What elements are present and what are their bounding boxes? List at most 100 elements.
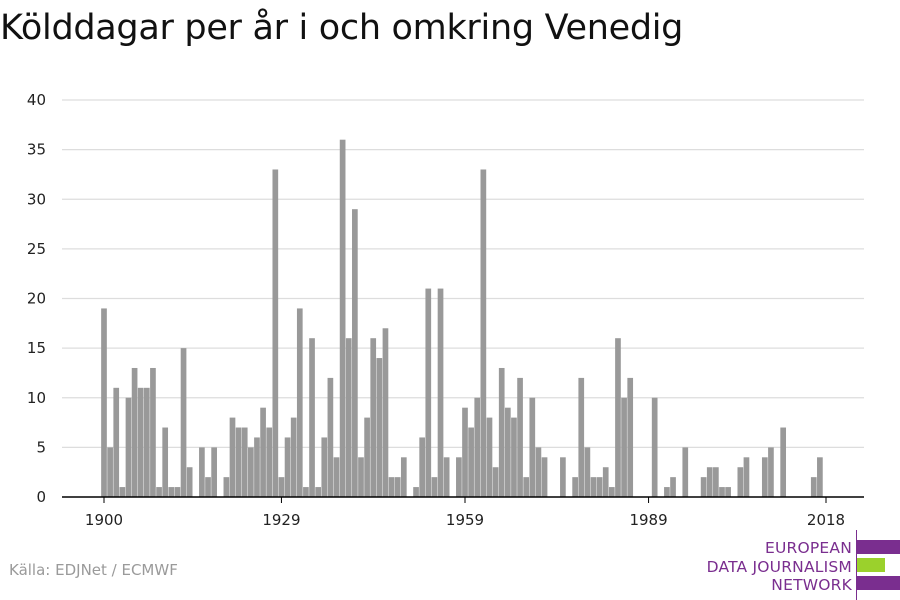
bar-1942 <box>358 457 364 497</box>
bar-1921 <box>229 417 236 497</box>
bar-1980 <box>590 477 597 497</box>
bar-1923 <box>241 427 248 497</box>
bar-1962 <box>480 169 487 498</box>
bar-1968 <box>517 377 523 497</box>
bar-1907 <box>143 387 150 497</box>
bar-1929 <box>278 477 285 497</box>
bar-1945 <box>376 358 383 497</box>
y-tick-label: 20 <box>27 290 46 308</box>
bar-1912 <box>174 487 181 497</box>
y-tick-label: 10 <box>27 389 46 407</box>
logo-line-3: NETWORK <box>771 576 852 594</box>
bar-1914 <box>186 467 193 497</box>
bar-1902 <box>113 387 120 497</box>
bar-series <box>101 139 823 498</box>
bar-1904 <box>125 397 132 497</box>
bar-2017 <box>817 457 823 497</box>
bar-1934 <box>309 338 315 497</box>
source-note: Källa: EDJNet / ECMWF <box>9 561 178 579</box>
chart-title: Kölddagar per år i och omkring Venedig <box>0 8 684 48</box>
bar-1941 <box>352 209 358 497</box>
y-tick-label: 0 <box>36 488 46 506</box>
bar-1917 <box>205 477 211 497</box>
bar-1947 <box>388 477 395 497</box>
bar-1966 <box>504 407 511 497</box>
bar-1906 <box>137 387 144 497</box>
bar-1939 <box>339 139 346 497</box>
bar-1993 <box>670 477 676 497</box>
bar-1953 <box>425 288 432 497</box>
bar-2011 <box>780 427 787 497</box>
logo-bar-middle <box>857 558 885 572</box>
bar-1932 <box>296 308 303 497</box>
x-tick-label: 1900 <box>85 511 123 529</box>
bar-1951 <box>413 487 419 497</box>
bar-1935 <box>315 487 321 497</box>
logo-bar-top <box>857 540 900 554</box>
bar-1955 <box>437 288 444 497</box>
bar-1977 <box>572 477 578 497</box>
grid-lines <box>62 99 864 449</box>
bar-1964 <box>492 467 499 497</box>
bar-1998 <box>700 477 707 497</box>
bar-1943 <box>364 417 370 497</box>
bar-1928 <box>272 169 279 498</box>
bar-1949 <box>400 457 407 497</box>
bar-1982 <box>602 467 609 497</box>
bar-1978 <box>578 377 585 497</box>
x-tick-label: 2018 <box>807 511 845 529</box>
bar-1965 <box>498 367 505 497</box>
y-tick-label: 40 <box>27 91 46 109</box>
bar-1925 <box>254 437 260 497</box>
bar-1926 <box>260 407 266 497</box>
logo-bar-bottom <box>857 576 900 590</box>
bar-1922 <box>235 427 242 497</box>
bar-2000 <box>713 467 719 497</box>
bar-1967 <box>511 417 517 497</box>
bar-2001 <box>719 487 725 497</box>
x-tick-label: 1929 <box>262 511 300 529</box>
bar-1930 <box>284 437 291 497</box>
bar-1979 <box>584 447 591 498</box>
bar-1938 <box>333 457 340 497</box>
bar-1901 <box>107 447 113 498</box>
bar-2009 <box>768 447 774 498</box>
bar-1958 <box>456 457 462 497</box>
bar-1970 <box>529 397 536 497</box>
bar-1940 <box>345 338 352 497</box>
bar-1986 <box>627 377 634 497</box>
bar-1963 <box>486 417 493 497</box>
x-tick-label: 1989 <box>629 511 667 529</box>
bar-1927 <box>266 427 273 497</box>
logo-line-1: EUROPEAN <box>764 539 852 557</box>
bar-1916 <box>199 447 205 498</box>
bar-1975 <box>560 457 566 497</box>
bar-1985 <box>621 397 627 497</box>
bar-1981 <box>596 477 603 497</box>
bar-1910 <box>162 427 169 497</box>
bar-1946 <box>382 328 389 497</box>
bar-2004 <box>737 467 744 497</box>
y-tick-label: 30 <box>27 190 46 208</box>
bar-1913 <box>180 348 187 498</box>
bar-1983 <box>609 487 615 497</box>
bar-1956 <box>443 457 450 497</box>
bar-1931 <box>290 417 297 497</box>
bar-1948 <box>394 477 401 497</box>
bar-1918 <box>211 447 217 498</box>
y-tick-label: 5 <box>36 438 46 456</box>
bar-1984 <box>615 338 621 497</box>
bar-2005 <box>743 457 750 497</box>
y-tick-label: 35 <box>27 141 46 159</box>
bar-1909 <box>156 487 162 497</box>
y-axis-ticks: 0 5 10 15 20 25 30 35 40 <box>27 91 46 506</box>
logo-divider <box>856 530 857 600</box>
bar-1999 <box>706 467 713 497</box>
bar-1903 <box>119 487 126 497</box>
bar-1992 <box>664 487 670 497</box>
bar-1961 <box>474 397 481 497</box>
bar-1969 <box>523 477 530 497</box>
bar-1971 <box>535 447 542 498</box>
x-tick-label: 1959 <box>446 511 484 529</box>
